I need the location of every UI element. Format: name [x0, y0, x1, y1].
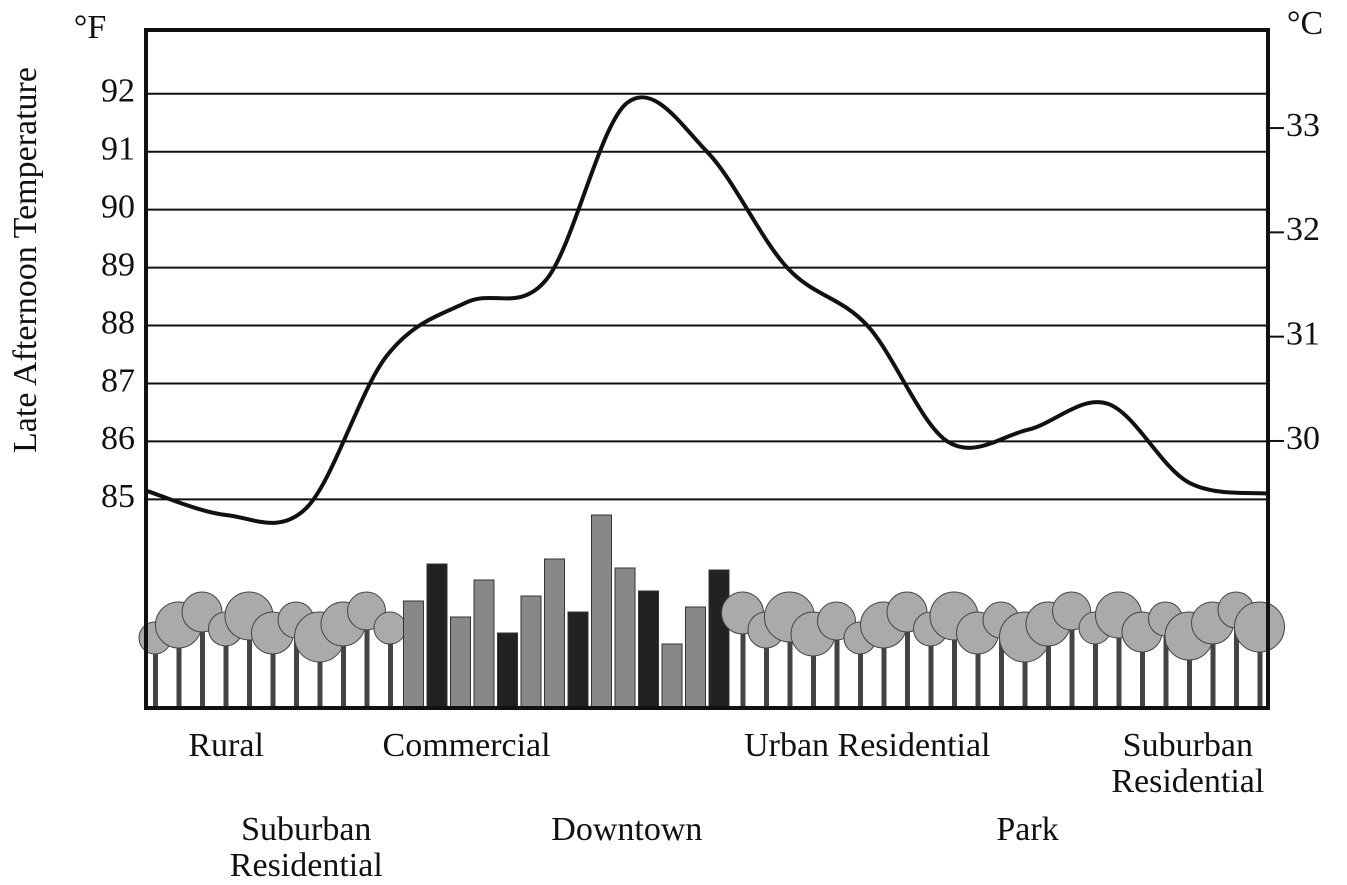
temperature-line	[145, 95, 1269, 525]
building	[685, 606, 706, 709]
y-tick-label: 90	[101, 188, 135, 225]
building	[708, 569, 730, 709]
y2-tick-label: 30	[1286, 420, 1320, 457]
trunk	[1140, 632, 1145, 708]
building	[426, 563, 448, 709]
y-tick-label: 86	[101, 420, 135, 457]
trunk	[764, 630, 769, 708]
trunk	[1093, 628, 1098, 708]
x-category-label: Suburban Residential	[1111, 727, 1265, 800]
trunk	[811, 634, 816, 708]
plot-frame	[144, 28, 1270, 710]
y-tick-label: 85	[101, 478, 135, 515]
building	[567, 611, 589, 709]
x-category-label: Commercial	[382, 727, 551, 764]
tree	[1234, 601, 1285, 653]
y2-unit: °C	[1287, 5, 1323, 42]
trunk	[1187, 636, 1192, 708]
trunk	[1069, 611, 1075, 708]
trunk	[858, 638, 863, 708]
y-unit: °F	[74, 9, 107, 46]
trunk	[223, 629, 229, 708]
y-tick-label: 92	[101, 73, 135, 110]
trunk	[247, 616, 252, 708]
trunk	[388, 628, 393, 708]
y2-tick-label: 32	[1286, 211, 1320, 248]
trunk	[317, 637, 323, 708]
trunk	[1116, 615, 1122, 708]
building	[450, 616, 471, 709]
y-tick-label: 87	[101, 362, 135, 399]
building	[473, 579, 495, 709]
building	[638, 590, 659, 709]
trunk	[905, 612, 910, 708]
trunk	[200, 612, 205, 708]
trunk	[1234, 610, 1239, 708]
building	[614, 567, 636, 709]
trunk	[364, 611, 370, 708]
trunk	[270, 633, 276, 708]
y2-tick-label: 31	[1286, 315, 1320, 352]
trunk	[1257, 627, 1263, 708]
trunk	[153, 638, 158, 708]
building	[403, 600, 424, 709]
trunk	[881, 625, 887, 708]
x-category-label: Rural	[188, 727, 264, 764]
trunk	[176, 625, 182, 708]
x-category-label: Urban Residential	[744, 727, 991, 764]
building	[591, 514, 612, 709]
trunk	[928, 629, 934, 708]
x-category-label: Downtown	[551, 811, 703, 848]
trunk	[999, 620, 1004, 708]
trunk	[787, 617, 793, 708]
building	[520, 595, 542, 709]
trunk	[740, 613, 746, 708]
trunk	[834, 621, 840, 708]
trunk	[1163, 619, 1169, 708]
x-category-label: Suburban Residential	[229, 811, 383, 884]
building	[661, 643, 683, 709]
y-tick-label: 88	[101, 304, 135, 341]
y-tick-label: 91	[101, 130, 135, 167]
trunk	[341, 624, 346, 708]
x-category-label: Park	[996, 811, 1059, 848]
trunk	[975, 633, 981, 708]
trunk	[1022, 637, 1028, 708]
trunk	[1210, 623, 1216, 708]
trunk	[294, 620, 299, 708]
y-tick-label: 89	[101, 246, 135, 283]
trunk	[952, 616, 957, 708]
y2-tick-label: 33	[1286, 107, 1320, 144]
building	[497, 632, 518, 709]
trunk	[1046, 624, 1051, 708]
scenery	[138, 514, 1285, 709]
tree	[373, 611, 407, 645]
y-axis-label: Late Afternoon Temperature	[7, 67, 44, 453]
building	[544, 558, 565, 709]
